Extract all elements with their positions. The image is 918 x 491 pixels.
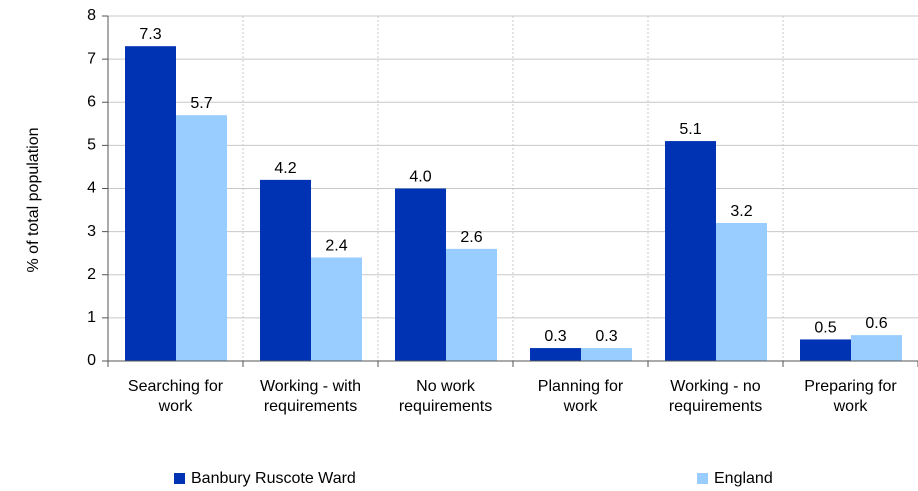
data-label: 0.3 bbox=[595, 328, 617, 345]
data-label: 4.0 bbox=[409, 169, 431, 186]
bar-england bbox=[581, 348, 632, 361]
gridlines bbox=[108, 15, 918, 361]
data-label: 3.2 bbox=[730, 203, 752, 220]
legend: Banbury Ruscote Ward England bbox=[174, 470, 773, 487]
bar-ward bbox=[800, 339, 851, 361]
y-tick-label: 2 bbox=[87, 266, 96, 283]
legend-label: England bbox=[714, 470, 773, 487]
bar-ward bbox=[125, 46, 176, 361]
bar-ward bbox=[530, 348, 581, 361]
y-tick-label: 4 bbox=[87, 180, 96, 197]
bar-ward bbox=[260, 179, 311, 361]
data-label: 5.7 bbox=[190, 95, 212, 112]
data-label: 7.3 bbox=[139, 26, 161, 43]
x-category-label: Planning for work bbox=[538, 378, 624, 415]
data-label: 0.6 bbox=[865, 315, 887, 332]
y-tick-label: 8 bbox=[87, 7, 96, 24]
data-label: 2.4 bbox=[325, 238, 347, 255]
y-tick-label: 5 bbox=[87, 137, 96, 154]
x-category-label: Searching for work bbox=[128, 378, 224, 415]
y-axis-title: % of total population bbox=[25, 128, 42, 273]
x-category-label: Working - with requirements bbox=[260, 378, 361, 415]
bars bbox=[125, 46, 902, 361]
legend-label: Banbury Ruscote Ward bbox=[191, 470, 356, 487]
bar-england bbox=[446, 248, 497, 361]
y-tick-label: 6 bbox=[87, 93, 96, 110]
axes: 0 1 2 3 4 5 6 7 8 Searching for work Working - with… bbox=[87, 7, 918, 415]
bar-england bbox=[851, 335, 902, 361]
y-tick-label: 3 bbox=[87, 223, 96, 240]
bar-england bbox=[176, 115, 227, 361]
legend-swatch bbox=[174, 473, 185, 484]
y-tick-label: 1 bbox=[87, 309, 96, 326]
bar-england bbox=[311, 257, 362, 361]
data-label: 0.3 bbox=[544, 328, 566, 345]
data-label: 4.2 bbox=[274, 160, 296, 177]
y-tick-label: 0 bbox=[87, 352, 96, 369]
x-category-label: Working - no requirements bbox=[669, 378, 762, 415]
x-category-label: Preparing for work bbox=[804, 378, 897, 415]
legend-swatch bbox=[697, 473, 708, 484]
data-label: 0.5 bbox=[814, 319, 836, 336]
bar-england bbox=[716, 223, 767, 361]
bar-ward bbox=[665, 141, 716, 361]
data-label: 5.1 bbox=[679, 121, 701, 138]
y-tick-label: 7 bbox=[87, 50, 96, 67]
data-label: 2.6 bbox=[460, 229, 482, 246]
data-labels: 7.3 5.7 4.2 2.4 4.0 2.6 0.3 0.3 5.1 3.2 0.5 0.6 bbox=[139, 26, 887, 345]
bar-ward bbox=[395, 188, 446, 361]
x-category-label: No work requirements bbox=[399, 378, 492, 415]
